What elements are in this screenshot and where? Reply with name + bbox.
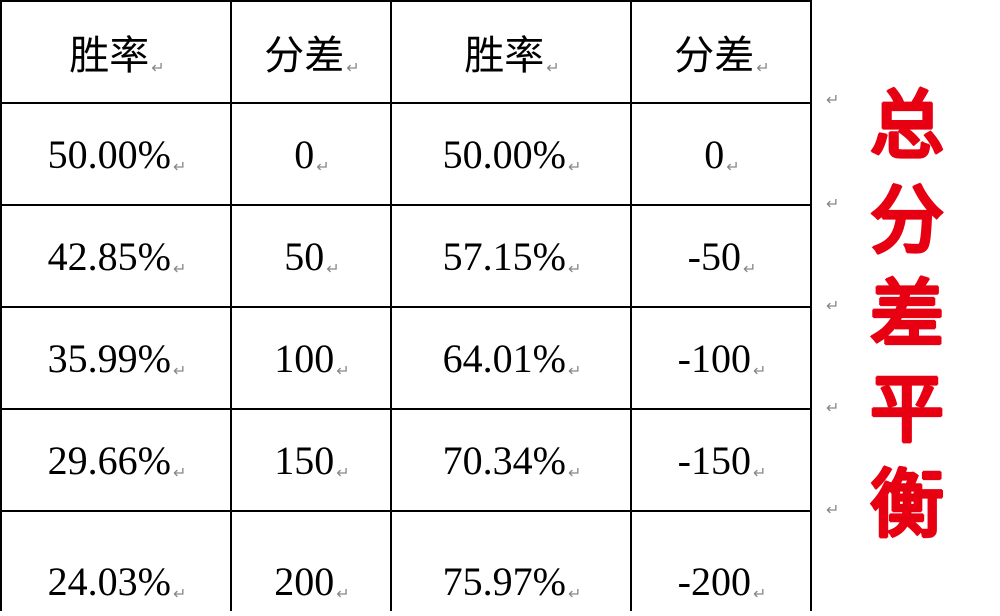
table-row: 24.03%↵ 200↵ 75.97%↵ -200↵ — [1, 511, 811, 611]
row-end-mark-icon: ↵ — [826, 500, 839, 520]
row-end-mark-icon: ↵ — [826, 194, 839, 214]
header-text: 分差 — [264, 33, 344, 78]
vertical-label: 总 分 差 平 衡 — [870, 80, 944, 554]
cell-text: 0 — [294, 132, 314, 177]
cell-text: -150 — [678, 438, 751, 483]
vertical-char: 衡 — [870, 459, 944, 554]
cell-text: 42.85% — [48, 234, 171, 279]
header-cell: 分差↵ — [631, 1, 811, 103]
row-end-mark-icon: ↵ — [826, 398, 839, 418]
cell-text: 75.97% — [443, 559, 566, 604]
table-cell: 0↵ — [631, 103, 811, 205]
enter-mark-icon: ↵ — [173, 465, 186, 482]
cell-text: 70.34% — [443, 438, 566, 483]
table-cell: 0↵ — [231, 103, 391, 205]
enter-mark-icon: ↵ — [173, 159, 186, 176]
table-cell: -50↵ — [631, 205, 811, 307]
enter-mark-icon: ↵ — [568, 465, 581, 482]
cell-text: 50 — [284, 234, 324, 279]
enter-mark-icon: ↵ — [173, 363, 186, 380]
enter-mark-icon: ↵ — [326, 261, 339, 278]
cell-text: 50.00% — [48, 132, 171, 177]
table-cell: -150↵ — [631, 409, 811, 511]
vertical-char: 总 — [870, 80, 944, 175]
table-cell: 100↵ — [231, 307, 391, 409]
enter-mark-icon: ↵ — [726, 159, 739, 176]
enter-mark-icon: ↵ — [568, 586, 581, 603]
enter-mark-icon: ↵ — [568, 363, 581, 380]
table-cell: 70.34%↵ — [391, 409, 631, 511]
header-cell: 胜率↵ — [1, 1, 231, 103]
cell-text: 150 — [274, 438, 334, 483]
header-text: 胜率 — [69, 33, 149, 78]
table-cell: 150↵ — [231, 409, 391, 511]
enter-mark-icon: ↵ — [173, 261, 186, 278]
cell-text: 100 — [274, 336, 334, 381]
table-cell: 64.01%↵ — [391, 307, 631, 409]
table-header-row: 胜率↵ 分差↵ 胜率↵ 分差↵ — [1, 1, 811, 103]
header-cell: 分差↵ — [231, 1, 391, 103]
row-end-mark-icon: ↵ — [826, 296, 839, 316]
cell-text: 50.00% — [443, 132, 566, 177]
enter-mark-icon: ↵ — [756, 60, 769, 77]
enter-mark-icon: ↵ — [173, 586, 186, 603]
table-cell: 50↵ — [231, 205, 391, 307]
enter-mark-icon: ↵ — [568, 261, 581, 278]
table-cell: 50.00%↵ — [391, 103, 631, 205]
cell-text: -200 — [678, 559, 751, 604]
cell-text: 57.15% — [443, 234, 566, 279]
table-cell: -200↵ — [631, 511, 811, 611]
table-row: 50.00%↵ 0↵ 50.00%↵ 0↵ — [1, 103, 811, 205]
enter-mark-icon: ↵ — [336, 586, 349, 603]
header-text: 胜率 — [464, 33, 544, 78]
table-cell: 42.85%↵ — [1, 205, 231, 307]
enter-mark-icon: ↵ — [546, 60, 559, 77]
table-row: 35.99%↵ 100↵ 64.01%↵ -100↵ — [1, 307, 811, 409]
enter-mark-icon: ↵ — [316, 159, 329, 176]
vertical-char: 差 — [870, 269, 944, 364]
enter-mark-icon: ↵ — [753, 586, 766, 603]
header-text: 分差 — [674, 33, 754, 78]
enter-mark-icon: ↵ — [151, 60, 164, 77]
enter-mark-icon: ↵ — [336, 363, 349, 380]
cell-text: -100 — [678, 336, 751, 381]
table-row: 42.85%↵ 50↵ 57.15%↵ -50↵ — [1, 205, 811, 307]
enter-mark-icon: ↵ — [346, 60, 359, 77]
table-cell: 75.97%↵ — [391, 511, 631, 611]
table-cell: 35.99%↵ — [1, 307, 231, 409]
cell-text: 29.66% — [48, 438, 171, 483]
cell-text: -50 — [688, 234, 741, 279]
enter-mark-icon: ↵ — [336, 465, 349, 482]
enter-mark-icon: ↵ — [743, 261, 756, 278]
table-cell: 57.15%↵ — [391, 205, 631, 307]
cell-text: 24.03% — [48, 559, 171, 604]
cell-text: 35.99% — [48, 336, 171, 381]
enter-mark-icon: ↵ — [753, 465, 766, 482]
cell-text: 64.01% — [443, 336, 566, 381]
enter-mark-icon: ↵ — [753, 363, 766, 380]
data-table: 胜率↵ 分差↵ 胜率↵ 分差↵ 50.00%↵ 0↵ 50.00%↵ 0↵ 42… — [0, 0, 812, 611]
cell-text: 0 — [704, 132, 724, 177]
table-row: 29.66%↵ 150↵ 70.34%↵ -150↵ — [1, 409, 811, 511]
cell-text: 200 — [274, 559, 334, 604]
table-cell: 24.03%↵ — [1, 511, 231, 611]
vertical-char: 平 — [870, 364, 944, 459]
table-cell: 200↵ — [231, 511, 391, 611]
table-cell: -100↵ — [631, 307, 811, 409]
header-cell: 胜率↵ — [391, 1, 631, 103]
vertical-char: 分 — [870, 175, 944, 270]
enter-mark-icon: ↵ — [568, 159, 581, 176]
row-end-mark-icon: ↵ — [826, 90, 839, 110]
table-cell: 29.66%↵ — [1, 409, 231, 511]
table-cell: 50.00%↵ — [1, 103, 231, 205]
